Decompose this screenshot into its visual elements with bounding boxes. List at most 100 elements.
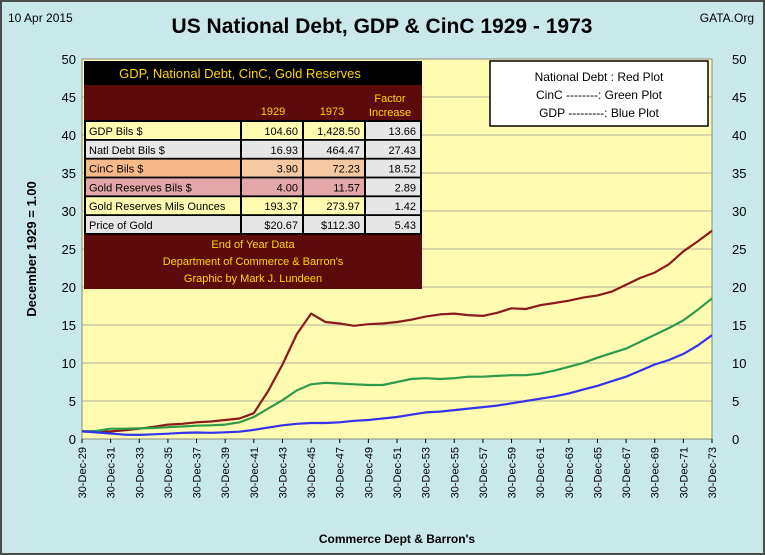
x-tick-label: 30-Dec-45 [306, 447, 318, 498]
y-tick-label-left: 30 [62, 204, 76, 219]
table-cell-value: 104.60 [264, 126, 298, 138]
y-tick-label-right: 50 [732, 52, 746, 67]
x-tick-label: 30-Dec-31 [106, 447, 118, 498]
legend-cinc: CinC --------: Green Plot [536, 88, 663, 102]
table-cell [366, 216, 420, 233]
table-cell [304, 216, 364, 233]
y-tick-label-left: 10 [62, 356, 76, 371]
y-tick-label-right: 5 [732, 394, 739, 409]
table-cell-value: 16.93 [270, 145, 298, 157]
y-tick-label-left: 20 [62, 280, 76, 295]
y-tick-label-left: 5 [69, 394, 76, 409]
table-cell [86, 159, 240, 177]
table-footer-line-2: Department of Commerce & Barron's [163, 256, 344, 268]
table-cell-value: 11.57 [333, 182, 360, 194]
data-table: GDP, National Debt, CinC, Gold Reserves … [84, 61, 422, 289]
y-tick-label-right: 45 [732, 90, 746, 105]
table-row-label: Price of Gold [89, 220, 153, 232]
date-label: 10 Apr 2015 [8, 11, 73, 25]
chart-title: US National Debt, GDP & CinC 1929 - 1973 [172, 15, 593, 38]
y-tick-label-right: 35 [732, 166, 746, 181]
table-cell [242, 159, 302, 177]
table-cell-value: 2.89 [395, 182, 416, 194]
table-header-1929: 1929 [261, 106, 285, 118]
y-tick-label-left: 45 [62, 90, 76, 105]
table-cell-value: 5.43 [395, 220, 416, 232]
legend: National Debt : Red Plot CinC --------: … [489, 60, 709, 127]
table-cell [86, 178, 240, 196]
table-cell [304, 140, 364, 158]
table-cell [304, 159, 364, 177]
table-header-factor: Factor [374, 93, 406, 105]
legend-gdp: GDP ---------: Blue Plot [539, 106, 659, 120]
x-axis: 30-Dec-29 30-Dec-31 30-Dec-33 30-Dec-35 30-D… [77, 439, 719, 498]
legend-box [489, 60, 709, 127]
table-cell [304, 178, 364, 196]
table-cell [86, 216, 240, 233]
table-cell [86, 197, 240, 215]
x-tick-label: 30-Dec-39 [220, 447, 232, 498]
table-row-label: CinC Bils $ [89, 164, 143, 176]
y-tick-label-right: 0 [732, 432, 739, 447]
source-label: GATA.Org [700, 11, 754, 25]
table-cell-value: 4.00 [277, 182, 298, 194]
table-row-label: GDP Bils $ [89, 126, 143, 138]
table-cell [304, 197, 364, 215]
table-cell-value: 193.37 [264, 201, 298, 213]
table-cell [366, 159, 420, 177]
y-tick-label-left: 0 [69, 432, 76, 447]
x-tick-label: 30-Dec-61 [535, 447, 547, 498]
table-footer-line-1: End of Year Data [211, 239, 295, 251]
table-cell [366, 122, 420, 139]
y-axis-left: 0 5 10 15 20 25 30 35 40 45 50 [62, 52, 76, 447]
table-header-1973: 1973 [320, 106, 344, 118]
series-line-cinc [81, 297, 713, 433]
table-cell-value: 72.23 [332, 164, 360, 176]
x-tick-label: 30-Dec-63 [564, 447, 576, 498]
table-cell [242, 122, 302, 139]
x-tick-label: 30-Dec-49 [363, 447, 375, 498]
table-cell-value: 3.90 [277, 164, 298, 176]
x-tick-label: 30-Dec-41 [249, 447, 261, 498]
table-row-label: Natl Debt Bils $ [89, 145, 165, 157]
table-title: GDP, National Debt, CinC, Gold Reserves [119, 66, 361, 81]
table-cell-value: 1,428.50 [317, 126, 360, 138]
table-cell-value: 18.52 [388, 164, 416, 176]
table-header-increase: Increase [369, 107, 411, 119]
y-axis-right: 0 5 10 15 20 25 30 35 40 45 50 [732, 52, 746, 447]
table-cell [366, 140, 420, 158]
y-tick-label-left: 15 [62, 318, 76, 333]
series-line-national-debt [81, 229, 713, 433]
table-cell [242, 178, 302, 196]
y-tick-label-right: 15 [732, 318, 746, 333]
table-cell [366, 178, 420, 196]
x-tick-label: 30-Dec-73 [707, 447, 719, 498]
table-cell [304, 122, 364, 139]
x-tick-label: 30-Dec-71 [678, 447, 690, 498]
table-cell-value: 27.43 [388, 145, 416, 157]
y-tick-label-right: 40 [732, 128, 746, 143]
table-cell [86, 140, 240, 158]
y-tick-label-right: 30 [732, 204, 746, 219]
x-tick-label: 30-Dec-59 [507, 447, 519, 498]
series-line-gdp [81, 334, 713, 436]
y-tick-label-right: 25 [732, 242, 746, 257]
x-axis-title: Commerce Dept & Barron's [319, 532, 476, 546]
table-cell [86, 122, 240, 139]
legend-debt: National Debt : Red Plot [535, 70, 664, 84]
table-header-row [84, 85, 422, 120]
x-tick-label: 30-Dec-69 [650, 447, 662, 498]
y-tick-label-left: 25 [62, 242, 76, 257]
x-tick-label: 30-Dec-35 [163, 447, 175, 498]
x-tick-label: 30-Dec-43 [277, 447, 289, 498]
x-tick-label: 30-Dec-29 [77, 447, 89, 498]
table-cell [366, 197, 420, 215]
table-cell-value: 273.97 [326, 201, 360, 213]
series-lines [81, 229, 713, 436]
x-tick-label: 30-Dec-47 [335, 447, 347, 498]
y-tick-label-right: 10 [732, 356, 746, 371]
table-cell-value: 1.42 [395, 201, 416, 213]
y-tick-label-right: 20 [732, 280, 746, 295]
x-tick-label: 30-Dec-53 [421, 447, 433, 498]
